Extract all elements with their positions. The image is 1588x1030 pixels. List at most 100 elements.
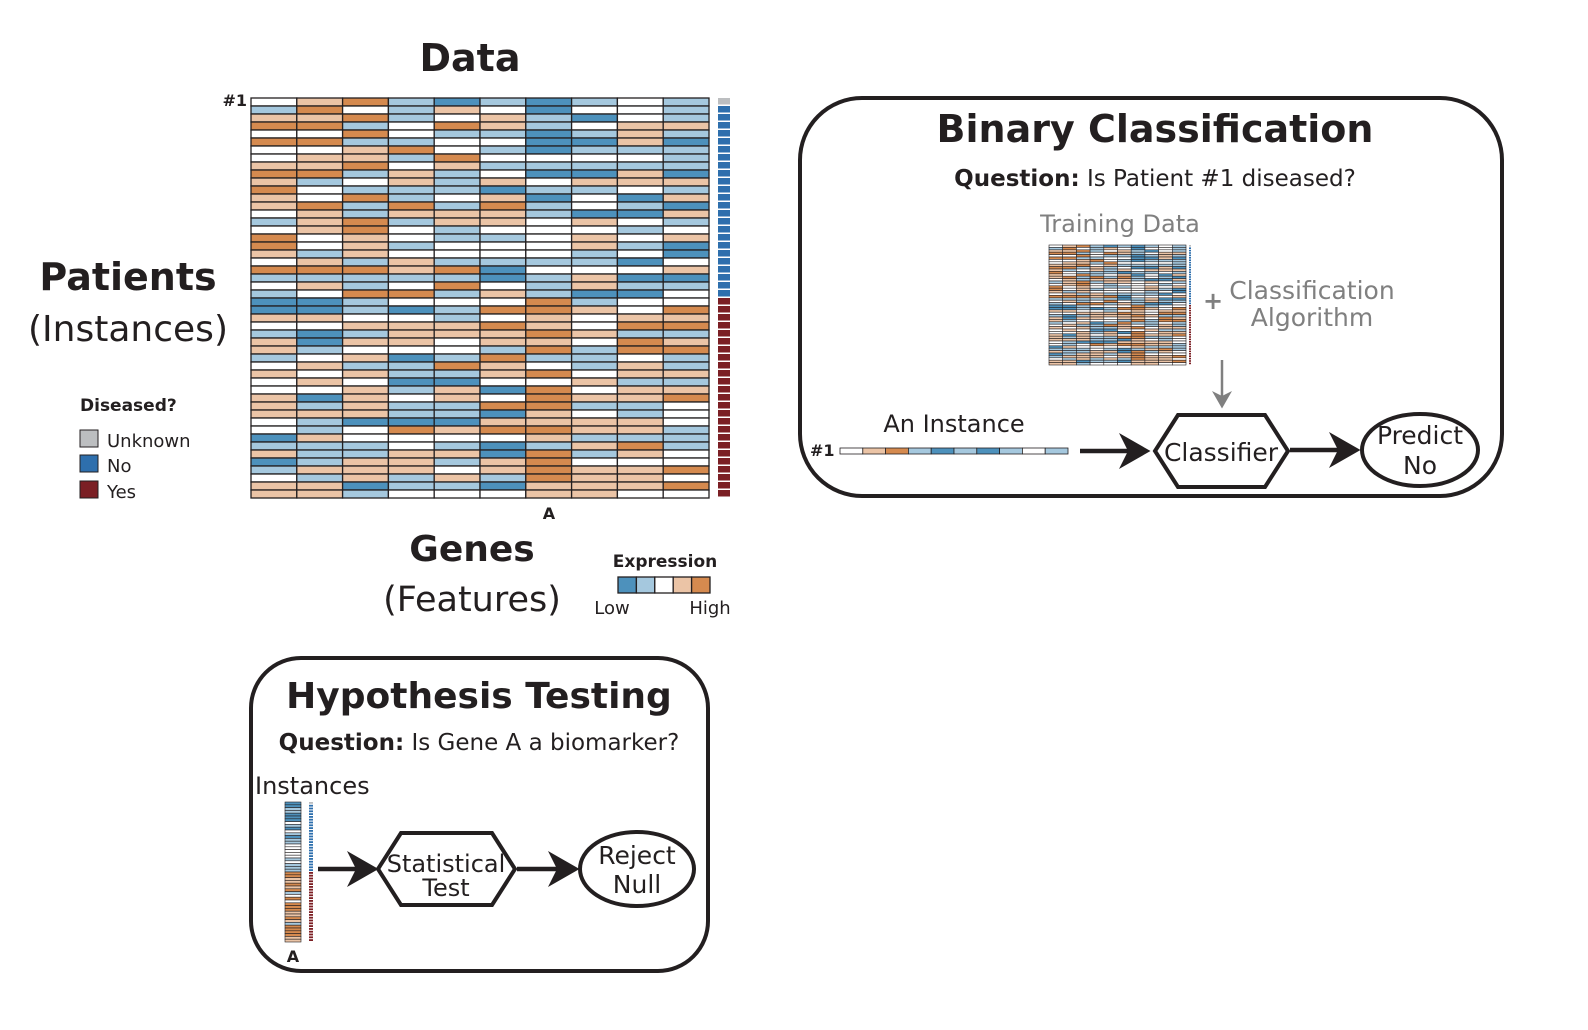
heatmap-cell — [296, 441, 344, 451]
heatmap-cell — [1172, 343, 1187, 347]
heatmap-cell — [662, 241, 710, 251]
heatmap-cell — [1076, 268, 1091, 272]
heatmap-cell — [1062, 247, 1077, 251]
label-cell — [718, 130, 730, 137]
heatmap-cell — [479, 361, 527, 371]
heatmap-cell — [1117, 347, 1132, 351]
heatmap-cell — [662, 137, 710, 147]
heatmap-cell — [250, 425, 298, 435]
column-a-marker: A — [543, 504, 556, 523]
heatmap-cell — [250, 321, 298, 331]
heatmap-cell — [662, 417, 710, 427]
heatmap-cell — [570, 153, 619, 163]
heatmap-cell — [616, 441, 664, 451]
gene-cell — [284, 905, 302, 909]
heatmap-cell — [341, 273, 390, 283]
heatmap-cell — [570, 121, 619, 131]
expression-swatch — [690, 576, 711, 594]
heatmap-cell — [1172, 335, 1187, 339]
heatmap-cell — [616, 217, 664, 227]
heatmap-cell — [1103, 338, 1118, 342]
heatmap-cell — [1158, 319, 1173, 323]
heatmap-cell — [1144, 292, 1159, 296]
label-cell — [309, 880, 313, 883]
heatmap-cell — [1158, 244, 1173, 248]
heatmap-cell — [1103, 268, 1118, 272]
label-cell — [1189, 338, 1191, 341]
label-cell — [309, 886, 313, 888]
label-cell — [718, 474, 730, 481]
heatmap-cell — [479, 353, 527, 363]
heatmap-cell — [433, 177, 481, 187]
heatmap-cell — [1130, 326, 1146, 330]
heatmap-cell — [1158, 285, 1173, 289]
heatmap-cell — [1048, 314, 1063, 318]
heatmap-cell — [387, 281, 435, 291]
heatmap-cell — [387, 105, 435, 115]
heatmap-cell — [1130, 292, 1146, 296]
heatmap-cell — [1103, 251, 1118, 255]
statistical-test-hexagon — [375, 831, 518, 907]
heatmap-cell — [1089, 321, 1105, 325]
label-cell — [309, 863, 313, 866]
heatmap-cell — [296, 345, 344, 355]
heatmap-cell — [1089, 338, 1105, 342]
heatmap-cell — [662, 353, 710, 363]
label-cell — [309, 821, 313, 824]
heatmap-cell — [1130, 287, 1146, 291]
hypothesis-testing-title: Hypothesis Testing — [286, 676, 672, 717]
heatmap-cell — [1172, 292, 1187, 296]
heatmap-cell — [1076, 287, 1091, 291]
data-title: Data — [420, 36, 521, 80]
heatmap-cell — [570, 129, 619, 139]
heatmap-cell — [433, 369, 481, 379]
heatmap-cell — [250, 121, 298, 131]
heatmap-cell — [1076, 359, 1091, 363]
heatmap-cell — [341, 313, 390, 323]
heatmap-cell — [1076, 345, 1091, 349]
label-cell — [1189, 312, 1191, 314]
heatmap-cell — [1158, 335, 1173, 339]
heatmap-cell — [1130, 259, 1146, 263]
label-cell — [309, 849, 313, 852]
heatmap-cell — [433, 281, 481, 291]
heatmap-cell — [1089, 357, 1105, 361]
heatmap-cell — [250, 201, 298, 211]
heatmap-cell — [387, 241, 435, 251]
heatmap-cell — [1117, 326, 1132, 330]
heatmap-cell — [250, 441, 298, 451]
heatmap-cell — [1117, 302, 1132, 306]
label-cell — [309, 922, 313, 925]
heatmap-cell — [1130, 271, 1146, 275]
heatmap-cell — [250, 185, 298, 195]
heatmap-cell — [1103, 355, 1118, 359]
heatmap-cell — [296, 257, 344, 267]
heatmap-cell — [570, 393, 619, 403]
heatmap-cell — [570, 217, 619, 227]
heatmap-cell — [1062, 347, 1077, 351]
heatmap-cell — [1172, 321, 1187, 325]
heatmap-cell — [1103, 247, 1118, 251]
heatmap-cell — [341, 153, 390, 163]
label-cell — [309, 858, 313, 860]
heatmap-cell — [1076, 304, 1091, 308]
heatmap-cell — [570, 241, 619, 251]
heatmap-cell — [1172, 309, 1187, 313]
heatmap-cell — [616, 169, 664, 179]
heatmap-cell — [1172, 275, 1187, 279]
label-cell — [309, 827, 313, 829]
heatmap-cell — [433, 193, 481, 203]
instance-cell — [1022, 447, 1046, 455]
heatmap-cell — [1062, 287, 1077, 291]
heatmap-cell — [1089, 359, 1105, 363]
heatmap-cell — [662, 409, 710, 419]
heatmap-cell — [433, 313, 481, 323]
heatmap-cell — [1089, 302, 1105, 306]
heatmap-cell — [296, 185, 344, 195]
patients-title: Patients — [39, 255, 216, 299]
heatmap-cell — [479, 185, 527, 195]
heatmap-cell — [479, 209, 527, 219]
heatmap-cell — [525, 457, 573, 467]
label-cell — [309, 919, 313, 922]
heatmap-cell — [1130, 352, 1146, 356]
